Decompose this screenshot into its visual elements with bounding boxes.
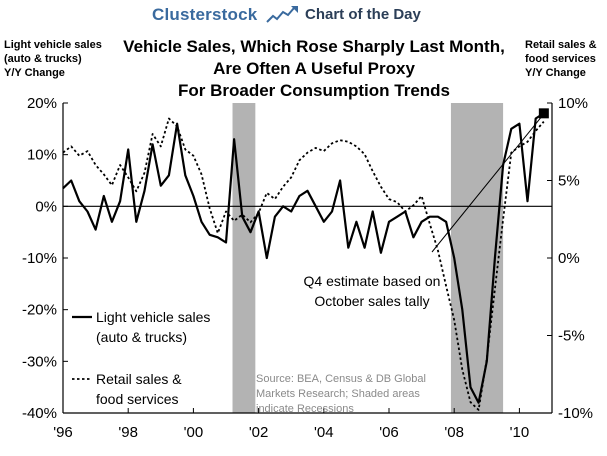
left-y-tick-label: 0% — [35, 198, 57, 215]
left-y-tick-label: -40% — [22, 405, 57, 422]
left-axis-label-line: Light vehicle sales — [4, 39, 102, 51]
chart-title-line: Are Often A Useful Proxy — [213, 59, 415, 78]
source-note-line: Markets Research; Shaded areas — [256, 388, 420, 400]
source-note-line: Source: BEA, Census & DB Global — [256, 373, 426, 385]
x-tick-label: '00 — [184, 424, 204, 441]
chart-of-the-day-banner: Clusterstock Chart of the Day — [0, 0, 607, 30]
series-lines — [62, 108, 549, 411]
right-axis-label-line: food services — [525, 53, 596, 65]
chart-of-the-day-label: Chart of the Day — [305, 6, 421, 23]
left-axis-label-line: (auto & trucks) — [4, 53, 82, 65]
x-tick-label: '04 — [314, 424, 334, 441]
right-y-tick-label: 5% — [558, 173, 580, 190]
right-y-tick-label: -5% — [558, 328, 585, 345]
right-axis-label-line: Y/Y Change — [525, 67, 586, 79]
chart-title: Vehicle Sales, Which Rose Sharply Last M… — [110, 36, 518, 102]
annotation-pointer-line — [431, 116, 543, 253]
x-tick-label: '08 — [444, 424, 464, 441]
right-y-tick-label: 0% — [558, 250, 580, 267]
chart-axes — [62, 102, 553, 414]
annotations: Q4 estimate based on October sales tally S… — [256, 116, 543, 415]
recession-shading — [232, 103, 504, 413]
legend-label-line: Light vehicle sales — [96, 309, 210, 325]
x-tick-label: '98 — [118, 424, 138, 441]
brand-name: Clusterstock — [152, 5, 258, 24]
source-note-line: indicate Recessions — [256, 403, 354, 415]
right-y-tick-label: 10% — [558, 95, 588, 112]
right-y-tick-label: -10% — [558, 405, 593, 422]
left-y-tick-label: 10% — [27, 147, 57, 164]
chart-title-line: Vehicle Sales, Which Rose Sharply Last M… — [123, 37, 505, 56]
legend-label-line: (auto & trucks) — [96, 329, 187, 345]
left-axis-label: Light vehicle sales (auto & trucks) Y/Y … — [4, 38, 102, 80]
left-y-tick-label: -30% — [22, 353, 57, 370]
right-axis-label-line: Retail sales & — [525, 39, 597, 51]
left-y-tick-label: -20% — [22, 302, 57, 319]
x-tick-label: '10 — [510, 424, 530, 441]
vehicle-sales-line — [62, 112, 545, 404]
left-y-tick-label: -10% — [22, 250, 57, 267]
q4-estimate-marker — [538, 108, 549, 119]
x-tick-label: '02 — [249, 424, 269, 441]
rising-chart-icon — [266, 6, 298, 23]
chart-title-line: For Broader Consumption Trends — [177, 81, 451, 100]
left-axis-label-line: Y/Y Change — [4, 67, 65, 79]
legend-label-line: food services — [96, 391, 178, 407]
annotation-text-line: Q4 estimate based on — [304, 273, 441, 289]
legend: Light vehicle sales (auto & trucks) Retail… — [72, 309, 210, 407]
annotation-text-line: October sales tally — [314, 293, 429, 309]
legend-label-line: Retail sales & — [96, 371, 182, 387]
x-tick-label: '06 — [379, 424, 399, 441]
x-tick-label: '96 — [53, 424, 73, 441]
tick-labels: 20% 10% 0% -10% -20% -30% -40% 10% 5% 0% -5% -10% '9… — [22, 95, 593, 441]
retail-sales-line — [62, 117, 545, 411]
left-y-tick-label: 20% — [27, 95, 57, 112]
right-axis-label: Retail sales & food services Y/Y Change — [525, 38, 607, 80]
